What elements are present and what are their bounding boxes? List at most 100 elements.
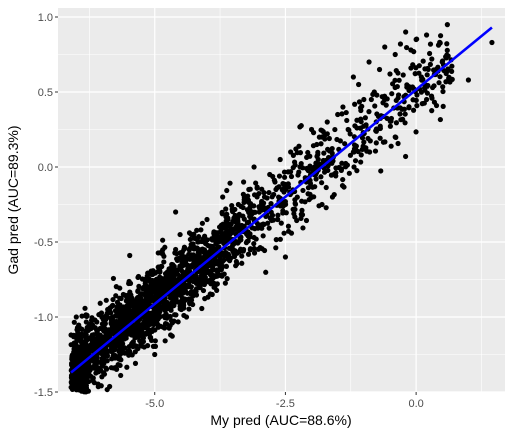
data-point [212,283,218,290]
data-point [326,135,332,142]
data-point [205,242,211,249]
data-point [403,29,409,35]
data-point [413,97,419,103]
data-point [358,152,364,158]
data-point [323,184,329,191]
data-point [161,259,167,265]
x-tick-label: -5.0 [145,398,164,410]
data-point [406,105,412,111]
data-point [166,266,172,272]
data-point [214,269,221,275]
data-point [119,346,125,353]
data-point [325,163,331,169]
data-point [196,284,202,290]
data-point [292,206,298,212]
data-point [426,50,433,57]
data-point [297,150,304,156]
data-point [229,229,235,235]
data-point [78,345,84,351]
data-point [373,140,379,146]
data-point [240,246,247,253]
data-point [213,234,220,240]
data-point [246,186,252,193]
data-point [424,72,430,78]
data-point [175,267,181,273]
data-point [141,284,147,290]
data-point [444,41,450,47]
data-point [141,344,147,350]
data-point [212,257,218,263]
data-point [445,66,451,72]
data-point [319,180,325,186]
data-point [131,311,137,317]
data-point [273,186,279,193]
data-point [147,312,154,318]
data-point [352,123,358,129]
data-point [277,156,283,163]
data-point [395,140,401,147]
data-point [104,386,110,393]
data-point [75,350,81,356]
data-point [208,268,214,274]
minor-gridlines [58,8,505,392]
data-point [222,280,228,286]
data-point [363,122,369,128]
data-point [256,191,262,197]
data-point [392,134,398,140]
data-point [444,47,450,53]
data-point [339,160,345,166]
data-point [351,164,357,170]
data-point [318,141,324,147]
data-point [393,120,400,126]
data-point [125,299,132,305]
data-point [223,206,229,212]
data-point [410,107,417,113]
data-point [148,284,154,291]
data-point [86,321,92,328]
data-point [127,252,133,259]
data-point [259,246,265,252]
data-point [178,306,184,313]
data-point [236,224,242,231]
y-axis-title: Gad pred (AUC=89.3%) [5,125,21,274]
data-point [296,169,302,175]
data-point [239,253,245,259]
data-point [223,229,229,236]
data-point [325,167,331,174]
data-point [178,288,184,294]
data-point [95,336,101,342]
data-point [303,217,310,224]
data-point [443,55,449,61]
data-point [92,317,98,323]
data-point [429,95,435,101]
data-point [148,281,154,287]
data-point [275,212,281,218]
data-point [162,338,168,344]
data-point [281,174,288,180]
data-point [220,251,227,257]
data-point [358,125,364,131]
data-point [308,126,315,133]
data-point [162,286,169,292]
data-point [230,246,236,253]
data-point [164,315,170,321]
data-point [136,283,142,289]
data-point [293,146,299,152]
data-point [345,126,351,133]
data-point [425,66,431,73]
data-point [320,129,326,135]
data-point [103,332,109,338]
data-point [259,225,265,231]
data-point [285,223,292,229]
data-point [261,194,268,200]
data-point [350,149,356,155]
data-point [91,362,98,369]
data-point [361,139,367,145]
data-point [187,299,193,306]
data-point [329,194,336,200]
data-point [278,220,284,226]
data-point [229,208,236,215]
data-point [94,329,100,335]
y-axis-ticks: -1.5 -1.0 -0.5 0.0 0.5 1.0 [34,12,58,399]
